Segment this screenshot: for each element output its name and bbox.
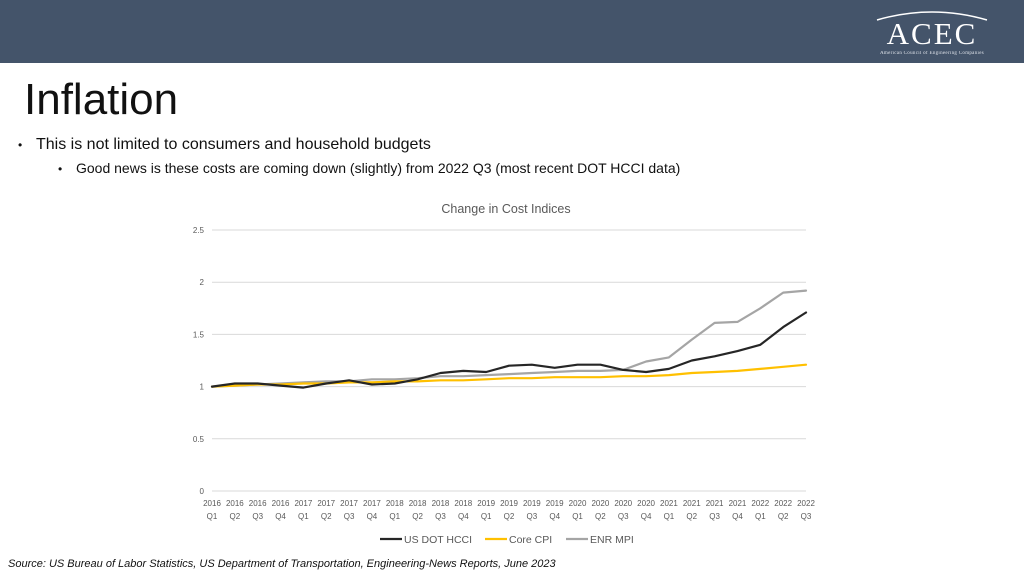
series-line-core-cpi [210, 363, 808, 388]
chart-title: Change in Cost Indices [441, 202, 570, 216]
x-tick-year: 2018 [409, 499, 427, 508]
logo-subtitle: American Council of Engineering Companie… [880, 51, 984, 56]
x-tick-year: 2020 [614, 499, 632, 508]
x-tick-year: 2016 [203, 499, 221, 508]
x-tick-quarter: Q4 [549, 512, 560, 521]
acec-logo: ACEC American Council of Engineering Com… [862, 8, 1002, 62]
y-tick-label: 0 [200, 487, 205, 496]
x-tick-quarter: Q3 [709, 512, 720, 521]
x-tick-year: 2021 [706, 499, 724, 508]
x-tick-quarter: Q3 [252, 512, 263, 521]
x-tick-quarter: Q1 [389, 512, 400, 521]
bullet-1: • This is not limited to consumers and ho… [18, 136, 431, 154]
x-tick-year: 2021 [660, 499, 678, 508]
x-tick-quarter: Q2 [686, 512, 697, 521]
bullet-2-text: Good news is these costs are coming down… [76, 160, 681, 176]
x-tick-year: 2019 [500, 499, 518, 508]
x-tick-year: 2020 [637, 499, 655, 508]
bullet-dot-icon: • [18, 138, 23, 152]
x-tick-year: 2022 [751, 499, 769, 508]
x-tick-year: 2022 [797, 499, 815, 508]
x-tick-year: 2017 [340, 499, 358, 508]
x-tick-quarter: Q3 [344, 512, 355, 521]
x-tick-quarter: Q3 [618, 512, 629, 521]
x-tick-year: 2020 [591, 499, 609, 508]
x-tick-year: 2016 [226, 499, 244, 508]
header-bar: ACEC American Council of Engineering Com… [0, 0, 1024, 63]
x-tick-year: 2018 [432, 499, 450, 508]
x-tick-quarter: Q3 [435, 512, 446, 521]
bullet-1-text: This is not limited to consumers and hou… [36, 136, 431, 153]
y-tick-label: 2.5 [193, 226, 205, 235]
x-tick-year: 2016 [249, 499, 267, 508]
x-tick-quarter: Q2 [321, 512, 332, 521]
x-tick-year: 2021 [729, 499, 747, 508]
x-tick-year: 2017 [317, 499, 335, 508]
x-tick-quarter: Q4 [458, 512, 469, 521]
series-line-enr-mpi [210, 289, 808, 388]
source-note: Source: US Bureau of Labor Statistics, U… [8, 558, 556, 570]
x-tick-year: 2017 [363, 499, 381, 508]
x-tick-quarter: Q2 [412, 512, 423, 521]
x-tick-quarter: Q1 [207, 512, 218, 521]
y-tick-label: 2 [200, 278, 205, 287]
x-tick-year: 2019 [523, 499, 541, 508]
y-tick-label: 0.5 [193, 435, 205, 444]
logo-text: ACEC [886, 16, 978, 51]
x-tick-year: 2016 [272, 499, 290, 508]
x-tick-quarter: Q4 [367, 512, 378, 521]
x-tick-quarter: Q4 [641, 512, 652, 521]
x-tick-year: 2020 [569, 499, 587, 508]
x-tick-year: 2018 [386, 499, 404, 508]
x-tick-quarter: Q2 [595, 512, 606, 521]
legend-label: US DOT HCCI [404, 534, 472, 546]
x-tick-quarter: Q3 [527, 512, 538, 521]
x-tick-quarter: Q1 [572, 512, 583, 521]
y-tick-label: 1 [200, 383, 205, 392]
x-tick-year: 2021 [683, 499, 701, 508]
x-tick-quarter: Q4 [275, 512, 286, 521]
x-tick-year: 2019 [477, 499, 495, 508]
x-tick-quarter: Q1 [298, 512, 309, 521]
x-tick-quarter: Q1 [664, 512, 675, 521]
series-line-us-dot-hcci [210, 311, 808, 389]
x-tick-quarter: Q1 [755, 512, 766, 521]
x-tick-quarter: Q3 [801, 512, 812, 521]
x-tick-year: 2022 [774, 499, 792, 508]
x-tick-year: 2018 [454, 499, 472, 508]
x-tick-year: 2017 [294, 499, 312, 508]
legend-label: Core CPI [509, 534, 552, 546]
x-tick-quarter: Q4 [732, 512, 743, 521]
slide-title: Inflation [24, 75, 179, 124]
y-tick-label: 1.5 [193, 330, 205, 339]
x-tick-quarter: Q2 [504, 512, 515, 521]
bullet-dot-icon: • [58, 162, 63, 176]
x-tick-quarter: Q2 [230, 512, 241, 521]
x-tick-quarter: Q2 [778, 512, 789, 521]
x-tick-quarter: Q1 [481, 512, 492, 521]
logo-arc-icon [876, 11, 988, 21]
bullet-2: • Good news is these costs are coming dow… [58, 160, 680, 176]
legend-label: ENR MPI [590, 534, 634, 546]
x-tick-year: 2019 [546, 499, 564, 508]
